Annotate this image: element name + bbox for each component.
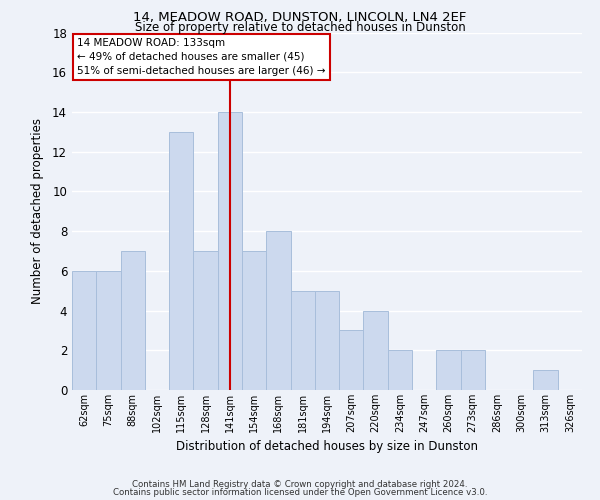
Text: Contains HM Land Registry data © Crown copyright and database right 2024.: Contains HM Land Registry data © Crown c… — [132, 480, 468, 489]
Text: Contains public sector information licensed under the Open Government Licence v3: Contains public sector information licen… — [113, 488, 487, 497]
Bar — [364, 310, 388, 390]
Bar — [218, 112, 242, 390]
Bar — [242, 251, 266, 390]
Bar — [169, 132, 193, 390]
Bar — [121, 251, 145, 390]
Bar — [266, 231, 290, 390]
Bar — [339, 330, 364, 390]
Text: 14 MEADOW ROAD: 133sqm
← 49% of detached houses are smaller (45)
51% of semi-det: 14 MEADOW ROAD: 133sqm ← 49% of detached… — [77, 38, 326, 76]
X-axis label: Distribution of detached houses by size in Dunston: Distribution of detached houses by size … — [176, 440, 478, 454]
Bar — [461, 350, 485, 390]
Bar — [533, 370, 558, 390]
Text: Size of property relative to detached houses in Dunston: Size of property relative to detached ho… — [134, 21, 466, 34]
Y-axis label: Number of detached properties: Number of detached properties — [31, 118, 44, 304]
Bar — [388, 350, 412, 390]
Bar — [72, 271, 96, 390]
Bar — [96, 271, 121, 390]
Bar — [290, 290, 315, 390]
Bar — [436, 350, 461, 390]
Bar — [315, 290, 339, 390]
Bar — [193, 251, 218, 390]
Text: 14, MEADOW ROAD, DUNSTON, LINCOLN, LN4 2EF: 14, MEADOW ROAD, DUNSTON, LINCOLN, LN4 2… — [133, 11, 467, 24]
